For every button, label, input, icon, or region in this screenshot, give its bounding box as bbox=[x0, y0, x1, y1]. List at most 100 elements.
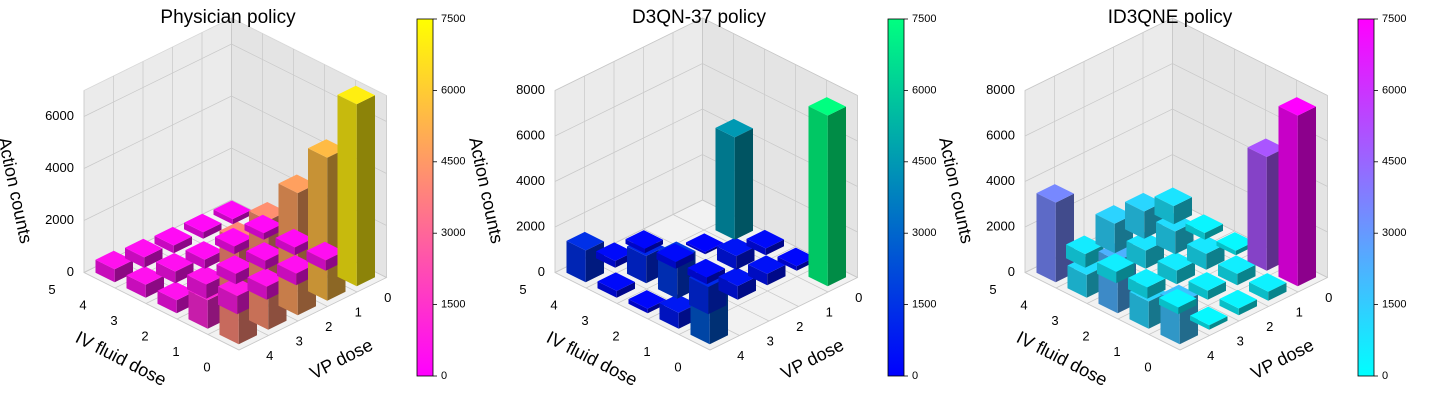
bar-face-front bbox=[1173, 197, 1193, 225]
bar-iv0-vp0 bbox=[337, 85, 376, 287]
z-axis-label: Action counts bbox=[0, 135, 36, 245]
bar-iv0-vp0 bbox=[808, 97, 847, 287]
bar-iv2-vp2 bbox=[1157, 252, 1196, 285]
vp-tick-label: 3 bbox=[1237, 334, 1244, 349]
colorbar-tick-label: 0 bbox=[912, 370, 918, 382]
bar-face-top bbox=[183, 213, 222, 233]
bar-face-side bbox=[1217, 264, 1238, 286]
bar-face-top bbox=[157, 281, 196, 301]
iv-tick-label: 3 bbox=[1051, 313, 1058, 328]
vp-tick-label: 1 bbox=[355, 305, 362, 320]
iv-tick-label: 5 bbox=[48, 282, 55, 297]
bar-face-side bbox=[808, 106, 828, 287]
bar-face-top bbox=[625, 230, 664, 249]
bar-face-side bbox=[275, 237, 295, 256]
bar-face-side bbox=[188, 290, 208, 329]
bar-face-top bbox=[216, 255, 255, 274]
z-tick-label: 6000 bbox=[45, 108, 74, 123]
z-tick-label: 4000 bbox=[516, 173, 545, 188]
bar-face-side bbox=[1219, 298, 1239, 316]
bar-face-top bbox=[155, 253, 194, 272]
iv-tick-label: 0 bbox=[1144, 359, 1151, 374]
bar-face-side bbox=[685, 242, 706, 255]
bar-iv2-vp0 bbox=[746, 229, 785, 256]
chart-title: D3QN-37 policy bbox=[632, 7, 767, 28]
bar-face-top bbox=[278, 174, 317, 194]
vp-tick-label: 0 bbox=[1325, 290, 1332, 305]
bar-face-front bbox=[1209, 316, 1228, 330]
bar-face-front bbox=[616, 281, 636, 298]
bar-face-front bbox=[1085, 245, 1104, 268]
bar-face-top bbox=[245, 242, 284, 261]
bar-iv3-vp1 bbox=[214, 227, 253, 255]
bar-face-top bbox=[307, 139, 346, 158]
bar-face-side bbox=[597, 281, 617, 298]
bar-face-top bbox=[1189, 306, 1228, 326]
bar-face-top bbox=[808, 97, 847, 116]
bar-face-front bbox=[706, 268, 726, 285]
z-tick-label: 2000 bbox=[986, 218, 1015, 233]
bar-face-front bbox=[1237, 264, 1256, 286]
bar-face-top bbox=[124, 238, 163, 258]
bar-face-side bbox=[688, 277, 709, 315]
z-tick-label: 0 bbox=[538, 264, 545, 279]
y-axis-label: IV fluid dose bbox=[1013, 327, 1110, 390]
bar-iv2-vp1 bbox=[1186, 235, 1225, 270]
bar-face-side bbox=[216, 264, 236, 285]
bar-face-side bbox=[1247, 147, 1267, 271]
bar-face-top bbox=[1158, 288, 1197, 308]
bar-iv4-vp3 bbox=[124, 238, 163, 268]
bar-face-side bbox=[245, 251, 266, 270]
bar-iv1-vp3 bbox=[1158, 288, 1197, 315]
bar-iv4-vp0 bbox=[1154, 187, 1193, 225]
iv-tick-label: 4 bbox=[550, 297, 557, 312]
colorbar-tick-label: 6000 bbox=[912, 84, 936, 96]
bar-face-side bbox=[1278, 106, 1298, 287]
bar-face-side bbox=[248, 210, 269, 330]
bar-face-top bbox=[154, 226, 193, 246]
bar-face-top bbox=[1248, 273, 1287, 292]
colorbar-tick-label: 7500 bbox=[441, 13, 465, 25]
bar-face-top bbox=[248, 202, 287, 221]
iv-tick-label: 0 bbox=[203, 359, 210, 374]
bar-face-top bbox=[247, 268, 286, 287]
bar-face-side bbox=[1185, 223, 1205, 240]
bar-iv4-vp4 bbox=[1036, 184, 1075, 283]
vp-tick-label: 1 bbox=[826, 305, 833, 320]
vp-tick-label: 1 bbox=[1296, 305, 1303, 320]
bar-iv4-vp0 bbox=[213, 200, 252, 225]
bar-face-side bbox=[337, 94, 357, 287]
colorbar-tick-label: 3000 bbox=[912, 227, 936, 239]
bar-face-top bbox=[337, 85, 376, 105]
bar-face-side bbox=[659, 303, 679, 329]
iv-tick-label: 0 bbox=[674, 359, 681, 374]
bar-iv3-vp0 bbox=[244, 214, 283, 240]
bar-face-side bbox=[306, 250, 326, 271]
vp-tick-label: 3 bbox=[296, 334, 303, 349]
z-tick-label: 0 bbox=[1008, 264, 1015, 279]
chart-title: Physician policy bbox=[160, 7, 296, 28]
floor-grid-line bbox=[709, 277, 858, 351]
colorbar-tick-label: 4500 bbox=[912, 156, 936, 168]
bar-face-top bbox=[659, 294, 698, 313]
bar-face-top bbox=[1185, 214, 1224, 233]
bar-iv0-vp3 bbox=[1189, 306, 1228, 330]
bar-face-top bbox=[685, 233, 724, 253]
bar-face-front bbox=[356, 95, 376, 287]
bar-face-front bbox=[263, 224, 283, 240]
floor-grid-line bbox=[238, 277, 387, 351]
bar-face-top bbox=[275, 228, 314, 248]
bar-face-side bbox=[1127, 277, 1148, 299]
bar-face-side bbox=[1188, 281, 1208, 300]
bar-face-side bbox=[244, 223, 264, 240]
bar-face-side bbox=[1126, 240, 1146, 269]
bar-face-top bbox=[217, 277, 256, 297]
colorbar-tick-label: 1500 bbox=[441, 299, 465, 311]
bar-face-side bbox=[126, 275, 146, 298]
bar-face-top bbox=[1127, 268, 1166, 288]
bar-face-top bbox=[306, 241, 345, 261]
